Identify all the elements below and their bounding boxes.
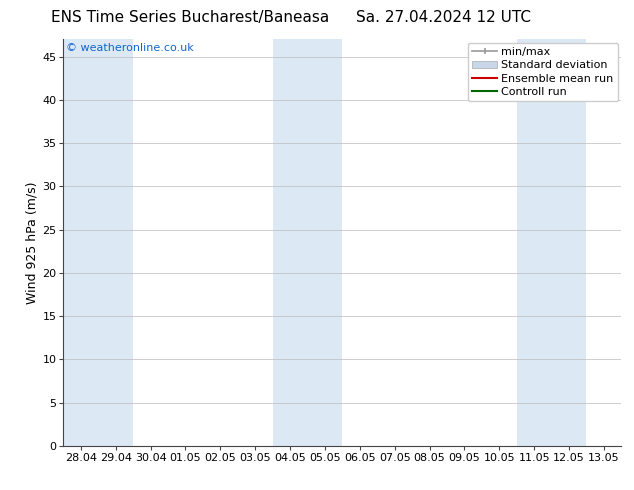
Text: ENS Time Series Bucharest/Baneasa: ENS Time Series Bucharest/Baneasa: [51, 10, 329, 25]
Bar: [98, 39, 133, 446]
Bar: [273, 39, 307, 446]
Y-axis label: Wind 925 hPa (m/s): Wind 925 hPa (m/s): [25, 181, 38, 304]
Bar: [517, 39, 552, 446]
Text: © weatheronline.co.uk: © weatheronline.co.uk: [66, 43, 194, 53]
Text: Sa. 27.04.2024 12 UTC: Sa. 27.04.2024 12 UTC: [356, 10, 531, 25]
Legend: min/max, Standard deviation, Ensemble mean run, Controll run: min/max, Standard deviation, Ensemble me…: [468, 43, 618, 101]
Bar: [307, 39, 342, 446]
Bar: [63, 39, 98, 446]
Bar: [552, 39, 586, 446]
